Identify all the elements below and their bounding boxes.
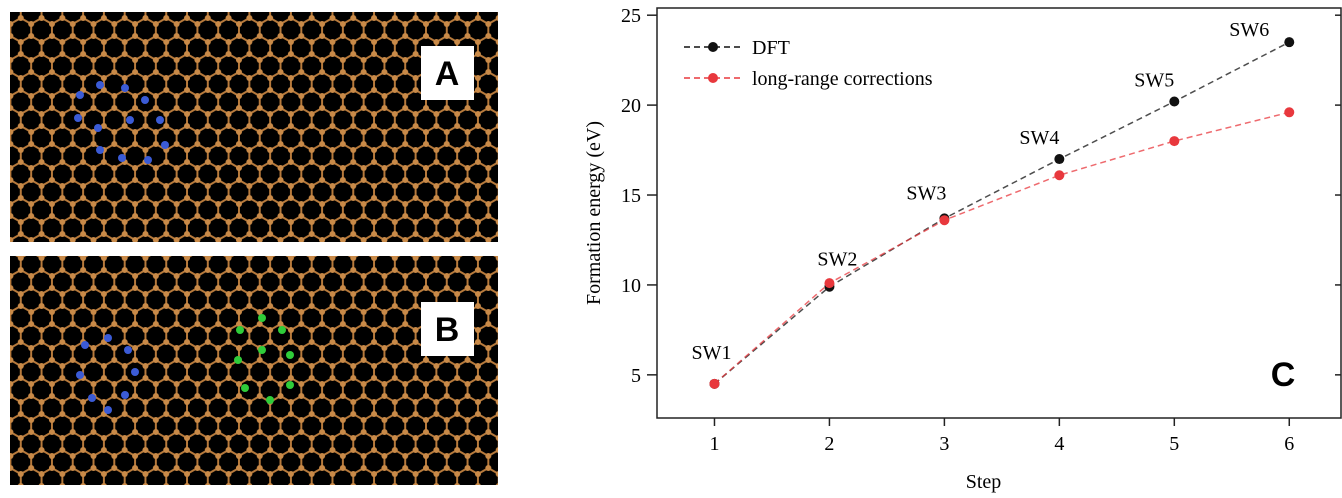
point-label: SW2 — [817, 249, 857, 271]
point-label: SW3 — [906, 182, 946, 204]
x-tick-label: 4 — [1054, 433, 1064, 455]
data-point — [1284, 107, 1295, 118]
defect-blue — [74, 81, 169, 164]
panel-b: B — [10, 256, 498, 485]
x-axis-title: Step — [966, 471, 1002, 493]
y-tick-label: 5 — [631, 365, 641, 387]
series-line — [713, 111, 1290, 385]
lattice — [10, 256, 498, 485]
legend-marker — [708, 73, 718, 83]
y-axis-title: Formation energy (eV) — [583, 121, 605, 305]
x-tick-label: 1 — [709, 433, 719, 455]
panel-a: A — [10, 12, 498, 242]
series-line — [713, 41, 1290, 385]
legend-label: DFT — [752, 37, 790, 59]
x-tick-label: 3 — [939, 433, 949, 455]
point-label: SW6 — [1229, 19, 1269, 41]
data-point — [1284, 37, 1295, 48]
data-point — [1054, 170, 1065, 181]
data-point — [824, 278, 835, 289]
legend-label: long-range corrections — [752, 68, 933, 90]
panel-label: B — [435, 311, 460, 349]
plot-frame — [656, 7, 1342, 419]
y-tick-label: 25 — [621, 5, 641, 27]
panel-label: A — [435, 55, 460, 93]
panel-label: C — [1271, 356, 1296, 394]
data-point — [1169, 136, 1180, 147]
x-tick-label: 2 — [824, 433, 834, 455]
panel-label-box — [421, 302, 474, 356]
data-point — [1169, 96, 1180, 107]
defect-blue — [76, 334, 139, 414]
chart-c: 5 10 15 20 25 1 2 3 4 5 6 Step Formation energy (eV)… — [583, 5, 1342, 493]
defect-green — [234, 314, 294, 404]
panel-label-box — [421, 46, 474, 100]
data-point — [709, 378, 720, 389]
lattice — [10, 12, 498, 242]
point-label: SW5 — [1134, 70, 1174, 92]
point-label: SW1 — [691, 342, 731, 364]
data-point — [939, 215, 950, 226]
x-tick-label: 5 — [1169, 433, 1179, 455]
legend-marker — [708, 42, 718, 52]
data-point — [1054, 154, 1065, 165]
x-tick-label: 6 — [1284, 433, 1294, 455]
y-tick-label: 15 — [621, 185, 641, 207]
y-tick-label: 20 — [621, 95, 641, 117]
y-tick-label: 10 — [621, 275, 641, 297]
point-label: SW4 — [1019, 127, 1059, 149]
